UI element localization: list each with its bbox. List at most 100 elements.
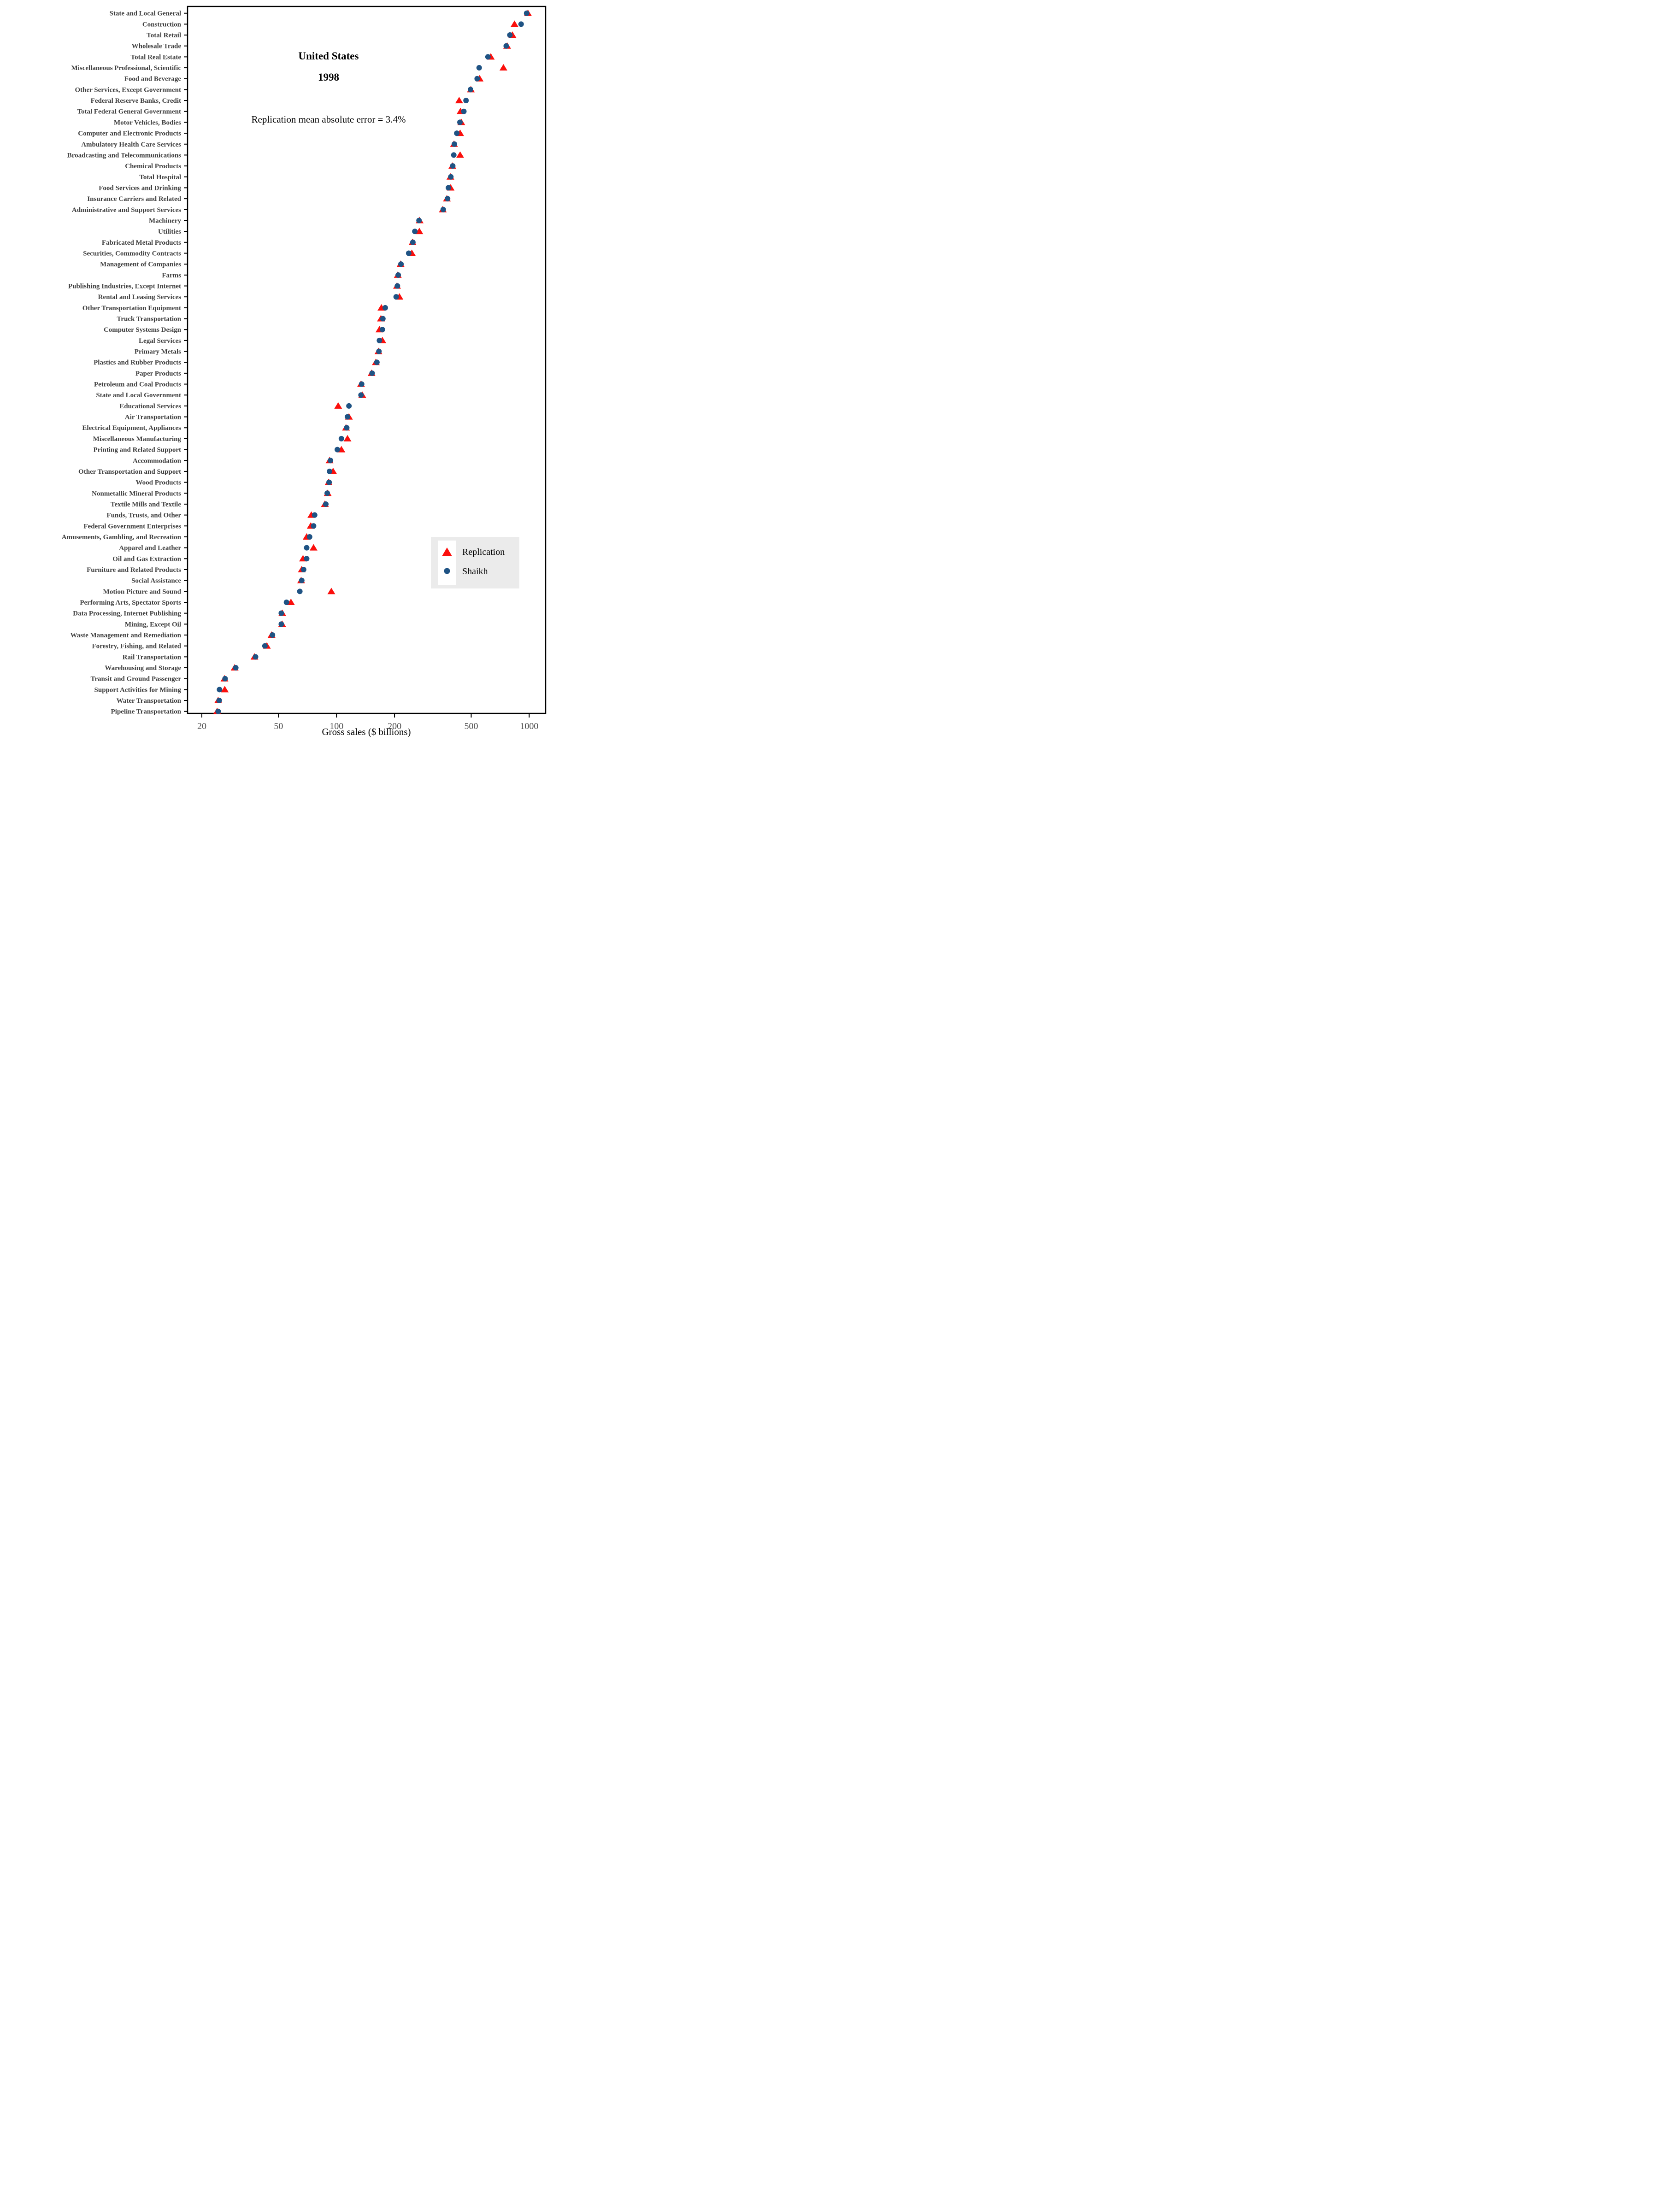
y-axis-label: Total Real Estate <box>131 53 182 61</box>
x-axis-tick-labels: 20 50 100 200 500 1000 <box>197 721 538 731</box>
shaikh-circle-marker <box>446 185 452 191</box>
y-axis-label: Motion Picture and Sound <box>103 588 182 595</box>
y-axis-label: Legal Services <box>139 337 181 345</box>
y-axis-label: Construction <box>142 21 182 28</box>
shaikh-circle-marker <box>311 523 317 529</box>
y-axis-category-labels: State and Local General Construction Total… <box>62 10 182 716</box>
shaikh-circle-marker <box>376 348 382 354</box>
shaikh-circle-marker <box>278 621 284 627</box>
shaikh-circle-marker <box>507 32 513 38</box>
shaikh-circle-marker <box>222 676 228 682</box>
y-axis-label: Federal Reserve Banks, Credit <box>91 97 181 105</box>
y-axis-label: Other Services, Except Government <box>75 86 181 94</box>
shaikh-circle-marker <box>463 98 469 104</box>
y-axis-label: Electrical Equipment, Appliances <box>82 424 181 432</box>
shaikh-circle-marker <box>398 261 404 267</box>
y-axis-label: Pipeline Transportation <box>111 708 182 716</box>
shaikh-circle-marker <box>297 588 303 594</box>
shaikh-circle-marker <box>440 206 446 212</box>
y-axis-label: Oil and Gas Extraction <box>112 555 181 563</box>
shaikh-circle-marker <box>233 665 239 671</box>
shaikh-circle-marker <box>338 435 344 441</box>
shaikh-circle-marker <box>448 174 454 180</box>
y-axis-label: Miscellaneous Manufacturing <box>93 435 182 443</box>
y-axis-label: Administrative and Support Services <box>72 206 181 214</box>
shaikh-circle-marker <box>410 239 416 245</box>
y-axis-label: Truck Transportation <box>117 316 181 323</box>
legend-key-background <box>438 541 456 585</box>
y-axis-label: Funds, Trusts, and Other <box>106 512 181 519</box>
x-tick-label: 500 <box>464 721 478 731</box>
replication-triangle-marker <box>415 228 424 235</box>
y-axis-label: Utilities <box>158 228 181 235</box>
shaikh-circle-marker <box>215 708 221 714</box>
plot-area-border <box>187 6 547 714</box>
y-axis-label: State and Local Government <box>96 392 181 399</box>
x-tick-label: 200 <box>388 721 401 731</box>
y-axis-label: Wood Products <box>136 479 182 487</box>
y-axis-label: Plastics and Rubber Products <box>94 359 181 366</box>
y-axis-label: Rental and Leasing Services <box>98 294 182 301</box>
shaikh-circle-marker <box>454 130 460 136</box>
shaikh-circle-marker <box>393 294 399 300</box>
shaikh-circle-marker <box>380 316 386 322</box>
replication-triangle-marker <box>334 402 342 409</box>
shaikh-circle-marker <box>326 479 332 485</box>
y-axis-label: Food and Beverage <box>124 76 182 83</box>
shaikh-circle-marker <box>344 425 350 431</box>
y-axis-label: Rail Transportation <box>123 653 182 661</box>
legend: Replication Shaikh <box>431 537 519 588</box>
y-axis-label: Support Activities for Mining <box>94 686 182 694</box>
shaikh-circle-marker <box>346 403 352 409</box>
shaikh-circle-marker <box>216 698 222 704</box>
shaikh-circle-marker <box>382 305 388 311</box>
shaikh-circle-marker <box>452 141 458 147</box>
y-axis-label: Educational Services <box>119 403 181 410</box>
shaikh-circle-marker <box>327 468 333 474</box>
y-axis-label: Wholesale Trade <box>132 43 182 50</box>
shaikh-circle-marker <box>395 272 401 278</box>
chart-title: United States <box>299 50 359 62</box>
y-axis-label: Fabricated Metal Products <box>102 239 181 247</box>
shaikh-circle-marker <box>524 10 529 16</box>
y-axis-label: Petroleum and Coal Products <box>94 381 181 388</box>
x-tick-label: 50 <box>274 721 283 731</box>
y-axis-label: Paper Products <box>135 370 181 377</box>
x-tick-label: 1000 <box>520 721 538 731</box>
y-axis-label: Machinery <box>149 217 181 224</box>
y-axis-label: Total Federal General Government <box>77 108 181 116</box>
shaikh-circle-marker <box>328 458 334 464</box>
shaikh-circle-marker <box>518 21 524 27</box>
shaikh-circle-marker <box>278 610 284 616</box>
shaikh-circle-marker <box>358 392 364 398</box>
shaikh-circle-marker <box>394 283 400 289</box>
chart-figure: State and Local General Construction Total… <box>0 0 553 737</box>
shaikh-circle-marker <box>300 566 306 572</box>
y-axis-label: Computer Systems Design <box>104 326 182 334</box>
shaikh-circle-marker <box>270 632 276 638</box>
x-tick-label: 20 <box>197 721 206 731</box>
y-axis-label: Primary Metals <box>135 348 181 356</box>
replication-triangle-marker <box>456 151 464 158</box>
y-axis-label: Publishing Industries, Except Internet <box>68 283 181 290</box>
y-axis-label: Securities, Commodity Contracts <box>83 250 181 257</box>
x-tick-label: 100 <box>329 721 343 731</box>
shaikh-circle-marker <box>451 152 457 158</box>
shaikh-circle-marker <box>374 359 380 365</box>
y-axis-label: Management of Companies <box>100 261 181 268</box>
shaikh-circle-marker <box>324 490 330 496</box>
shaikh-circle-marker <box>406 250 412 256</box>
y-axis-label: Total Hospital <box>139 174 181 181</box>
shaikh-circle-marker <box>304 556 310 562</box>
shaikh-circle-marker <box>485 54 491 60</box>
y-axis-label: Transit and Ground Passenger <box>90 676 181 683</box>
shaikh-circle-marker <box>345 414 351 420</box>
y-axis-label: Federal Government Enterprises <box>83 523 181 530</box>
shaikh-circle-marker <box>304 545 310 551</box>
shaikh-circle-marker <box>369 370 375 376</box>
y-axis-label: Furniture and Related Products <box>87 566 181 574</box>
y-axis-label: Farms <box>162 272 181 279</box>
replication-triangle-marker <box>221 686 229 693</box>
shaikh-circle-marker <box>377 337 382 343</box>
shaikh-circle-marker <box>323 501 329 507</box>
